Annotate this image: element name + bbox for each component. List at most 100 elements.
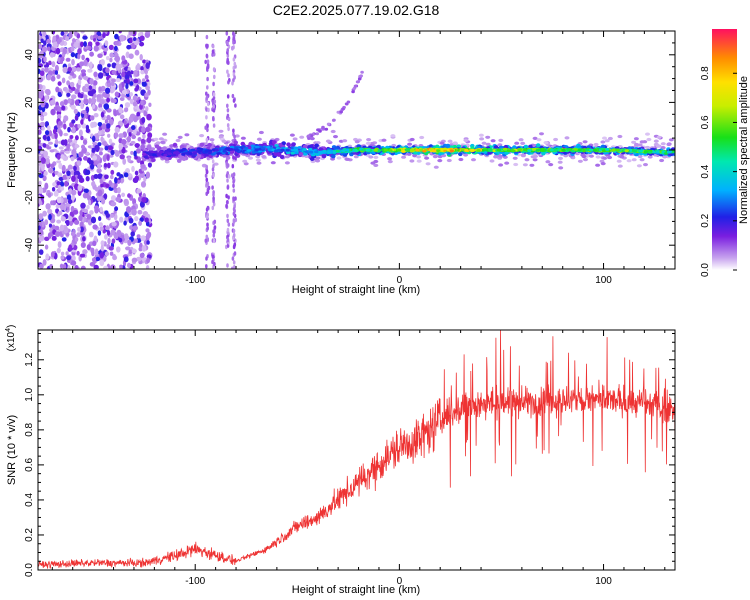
snr-x-tick-label: 100 — [595, 576, 612, 587]
spectrogram-cell — [140, 163, 146, 169]
spectrogram-cell — [226, 113, 230, 119]
spectrogram-cell — [104, 87, 111, 94]
spectrogram-cell — [50, 251, 55, 258]
spectrogram-cell — [57, 91, 62, 97]
spectrogram-cell — [70, 231, 76, 237]
spectrogram-cell — [45, 157, 50, 165]
spectrogram-cell — [67, 198, 73, 205]
spectrogram-cell — [131, 208, 137, 216]
spectrogram-cell — [284, 161, 290, 165]
spectrogram-cell — [205, 164, 208, 170]
spectrogram-cell — [66, 255, 72, 261]
spectrogram-cell — [226, 123, 230, 128]
spectrogram-cell — [660, 146, 666, 150]
spectrogram-cell — [553, 149, 559, 152]
spectrogram-cell — [98, 151, 103, 156]
spectrogram-cell — [204, 59, 207, 65]
spectrogram-cell — [112, 253, 117, 260]
spectrogram-cell — [77, 226, 81, 232]
spectrogram-cell — [57, 172, 63, 178]
spectrogram-cell — [50, 163, 55, 169]
spectrogram-cell — [146, 257, 151, 264]
spectrogram-cell — [221, 139, 227, 143]
spectrogram-cell — [131, 248, 137, 254]
spectrogram-cell — [38, 229, 44, 236]
spectrogram-cell — [84, 83, 90, 88]
spectrogram-cell — [74, 265, 79, 269]
spectrogram-cell — [226, 48, 229, 53]
spectrogram-cell — [327, 150, 332, 154]
spectrogram-cell — [80, 31, 85, 34]
spectrogram-cell — [92, 34, 99, 39]
spectrogram-cell — [631, 140, 637, 144]
spectrogram-cell — [232, 155, 235, 160]
spectrogram-cell — [92, 121, 98, 128]
spectrogram-cell — [107, 237, 111, 245]
spectrogram-cell — [60, 251, 65, 256]
spectrogram-cell — [71, 58, 75, 66]
spectrogram-cell — [617, 134, 623, 139]
spectrogram-cell — [205, 53, 209, 58]
spectrogram-cell — [231, 46, 234, 51]
spectrogram-cell — [432, 155, 438, 159]
spectrogram-cell — [179, 144, 185, 149]
spectrogram-cell — [121, 71, 126, 77]
spectrogram-cell — [102, 91, 107, 97]
spectrogram-cell — [226, 171, 229, 176]
spectrogram-cell — [177, 135, 183, 139]
spectrogram-cell — [139, 41, 145, 47]
spectrogram-cell — [655, 144, 661, 148]
spectrogram-cell — [602, 156, 608, 160]
spectrogram-cell — [226, 94, 230, 99]
spectrogram-cell — [181, 153, 186, 156]
spectrogram-cell — [127, 193, 131, 198]
spectrogram-cell — [321, 126, 325, 130]
spectrogram-cell — [234, 148, 240, 152]
spectrogram-cell — [46, 146, 52, 150]
spectrogram-cell — [98, 216, 102, 222]
spectrogram-cell — [132, 225, 138, 231]
spectrogram-cell — [188, 152, 193, 155]
spectrogram-y-tick-label: 40 — [24, 49, 35, 61]
spectrogram-cell — [55, 47, 61, 55]
spectrogram-cell — [100, 111, 105, 118]
spectrogram-cell — [668, 138, 674, 142]
spectrogram-cell — [365, 141, 371, 145]
spectrogram-cell — [41, 126, 45, 131]
spectrogram-cell — [637, 154, 643, 159]
spectrogram-cell — [87, 68, 93, 73]
spectrogram-cell — [110, 81, 115, 87]
spectrogram-cell — [114, 176, 118, 184]
spectrogram-cell — [212, 229, 215, 234]
spectrogram-cell — [204, 149, 210, 153]
spectrogram-cell — [144, 74, 149, 80]
spectrogram-cell — [141, 245, 147, 252]
spectrogram-cell — [529, 163, 535, 167]
spectrogram-cell — [88, 85, 93, 90]
spectrogram-cell — [469, 149, 475, 153]
spectrogram-cell — [45, 253, 50, 260]
spectrogram-cell — [607, 136, 613, 141]
spectrogram-cell — [211, 159, 215, 164]
spectrogram-cell — [100, 85, 106, 92]
spectrogram-cell — [123, 256, 129, 263]
spectrogram-cell — [77, 92, 82, 98]
spectrogram-cell — [416, 159, 422, 163]
spectrogram-cell — [130, 125, 136, 131]
spectrogram-cell — [38, 165, 41, 172]
spectrogram-cell — [69, 134, 74, 140]
spectrogram-cell — [289, 133, 295, 137]
spectrogram-cell — [626, 159, 632, 163]
spectrogram-cell — [633, 137, 639, 141]
spectrogram-cell — [190, 148, 196, 152]
spectrogram-cell — [128, 249, 133, 255]
spectrogram-cell — [205, 115, 208, 120]
spectrogram-cell — [341, 107, 345, 111]
spectrogram-cell — [77, 48, 82, 55]
spectrogram-cell — [345, 102, 349, 106]
spectrogram-cell — [368, 155, 374, 159]
spectrogram-cell — [541, 151, 546, 156]
spectrogram-cell — [442, 147, 448, 151]
spectrogram-cell — [39, 149, 44, 155]
spectrogram-cell — [213, 74, 216, 80]
